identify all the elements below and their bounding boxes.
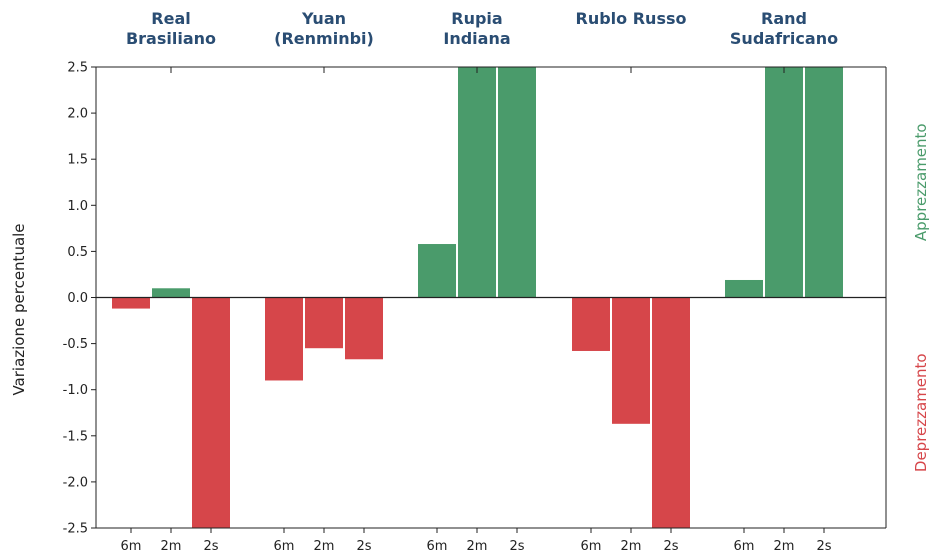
x-tick-label: 2m xyxy=(774,539,795,554)
bar-2-2s xyxy=(345,297,383,360)
y-tick-label: -1.5 xyxy=(63,429,88,444)
x-tick-label: 6m xyxy=(581,539,602,554)
bar-3-6m xyxy=(418,244,456,298)
bar-4-2m xyxy=(612,297,650,424)
currency-title: Rand xyxy=(761,9,807,28)
currency-title: Rupia xyxy=(451,9,502,28)
bar-5-2m xyxy=(765,67,803,298)
y-tick-label: -2.0 xyxy=(63,475,88,490)
currency-title: Rublo Russo xyxy=(576,9,687,28)
bar-2-6m xyxy=(265,297,303,381)
x-tick-label: 2m xyxy=(467,539,488,554)
depreciation-label: Deprezzamento xyxy=(912,353,930,472)
currency-title: Yuan xyxy=(301,9,346,28)
x-tick-label: 6m xyxy=(734,539,755,554)
bar-5-6m xyxy=(725,279,763,298)
y-tick-label: 2.0 xyxy=(67,107,88,122)
bar-3-2m xyxy=(458,67,496,298)
y-axis-label: Variazione percentuale xyxy=(10,223,28,395)
y-tick-label: 1.5 xyxy=(67,153,88,168)
currency-title: Sudafricano xyxy=(730,29,838,48)
bar-1-6m xyxy=(112,297,150,309)
y-tick-label: -1.0 xyxy=(63,383,88,398)
x-tick-label: 6m xyxy=(274,539,295,554)
y-tick-label: -0.5 xyxy=(63,337,88,352)
appreciation-label: Apprezzamento xyxy=(912,123,930,241)
bar-5-2s xyxy=(805,67,843,298)
x-tick-label: 2s xyxy=(663,539,678,554)
bars-layer xyxy=(112,67,843,528)
x-tick-label: 6m xyxy=(427,539,448,554)
y-tick-label: -2.5 xyxy=(63,522,88,537)
x-tick-label: 2m xyxy=(161,539,182,554)
x-tick-label: 2s xyxy=(816,539,831,554)
x-tick-label: 2m xyxy=(621,539,642,554)
axes-layer xyxy=(91,66,887,533)
currency-title: (Renminbi) xyxy=(274,29,374,48)
bar-2-2m xyxy=(305,297,343,349)
y-tick-label: 2.5 xyxy=(67,61,88,76)
bar-3-2s xyxy=(498,67,536,298)
x-tick-label: 6m xyxy=(121,539,142,554)
y-tick-label: 0.0 xyxy=(67,291,88,306)
x-tick-label: 2s xyxy=(356,539,371,554)
x-tick-label: 2m xyxy=(314,539,335,554)
bar-1-2m xyxy=(152,288,190,298)
y-tick-label: 0.5 xyxy=(67,245,88,260)
bar-1-2s xyxy=(192,297,230,528)
currency-title: Brasiliano xyxy=(126,29,216,48)
y-tick-label: 1.0 xyxy=(67,199,88,214)
labels-layer: 2.5 2.0 1.5 1.0 0.5 0.0 -0.5 -1.0 -1.5 -2.0 -2.5 6m… xyxy=(10,9,930,554)
x-tick-label: 2s xyxy=(203,539,218,554)
currency-title: Indiana xyxy=(443,29,510,48)
bar-4-6m xyxy=(572,297,610,351)
bar-4-2s xyxy=(652,297,690,528)
x-tick-label: 2s xyxy=(509,539,524,554)
currency-title: Real xyxy=(151,9,190,28)
